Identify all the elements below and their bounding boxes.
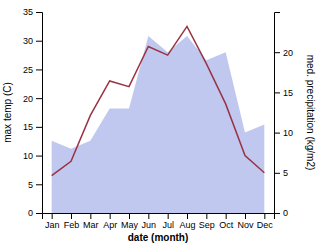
tick-label: Jun [142, 220, 157, 230]
tick-label: Sep [199, 220, 215, 230]
axis-line [275, 13, 281, 214]
tick-mark [36, 12, 42, 13]
tick: 10 [274, 128, 293, 138]
tick: Oct [219, 213, 234, 230]
tick-label: Dec [257, 220, 274, 230]
tick: Dec [257, 213, 274, 230]
tick: May [121, 213, 139, 230]
y-axis-title: max temp (C) [2, 82, 13, 143]
tick: 0 [28, 208, 42, 218]
tick-mark [36, 41, 42, 42]
tick: 0 [274, 208, 288, 218]
tick: 15 [23, 122, 42, 132]
tick-label: Aug [179, 220, 195, 230]
tick: 30 [23, 36, 42, 46]
tick-mark [52, 213, 53, 219]
tick: 15 [274, 88, 293, 98]
tick-mark [36, 156, 42, 157]
tick-mark [36, 98, 42, 99]
tick-mark [110, 213, 111, 219]
axis-line [36, 13, 43, 214]
tick-mark [36, 69, 42, 70]
tick: 5 [274, 168, 288, 178]
tick-label: 15 [23, 122, 33, 132]
tick: Nov [237, 213, 254, 230]
tick: 5 [28, 180, 42, 190]
tick-mark [168, 213, 169, 219]
tick-label: Apr [103, 220, 117, 230]
tick-label: 35 [23, 7, 33, 17]
tick-label: 20 [23, 94, 33, 104]
x-axis-title: date (month) [128, 232, 189, 243]
area [52, 36, 265, 213]
tick-label: 5 [28, 180, 33, 190]
tick-label: May [121, 220, 139, 230]
axis-line [43, 214, 275, 220]
chart: Jan FebMar Apr MayJun Jul Aug Sep OctNovDec 0 5 10… [0, 0, 318, 247]
tick-mark [274, 52, 280, 53]
tick: 20 [274, 48, 293, 58]
tick: Sep [199, 213, 215, 230]
tick-label: Nov [237, 220, 254, 230]
tick-mark [206, 213, 207, 219]
tick-label: 20 [283, 48, 293, 58]
tick-mark [245, 213, 246, 219]
tick-label: 0 [283, 208, 288, 218]
tick: 10 [23, 151, 42, 161]
tick-mark [36, 213, 42, 214]
tick: Jun [142, 213, 157, 230]
tick: Aug [179, 213, 195, 230]
tick-label: Oct [219, 220, 234, 230]
tick: Jul [162, 213, 174, 230]
tick: Apr [103, 213, 117, 230]
tick: Feb [64, 213, 80, 230]
tick-label: 10 [283, 128, 293, 138]
tick-mark [274, 133, 280, 134]
tick-label: Mar [83, 220, 99, 230]
tick-label: 5 [283, 168, 288, 178]
tick: Mar [83, 213, 99, 230]
plot-area [52, 26, 265, 213]
tick-mark [148, 213, 149, 219]
line [52, 26, 265, 175]
tick-mark [71, 213, 72, 219]
tick-label: 10 [23, 151, 33, 161]
tick-mark [36, 127, 42, 128]
tick: 35 [23, 7, 42, 17]
tick-mark [264, 213, 265, 219]
y-axis: 0 5 10 15 20 25 30 35 [23, 7, 43, 218]
tick-label: Jul [162, 220, 174, 230]
tick-label: 15 [283, 88, 293, 98]
tick-label: 30 [23, 36, 33, 46]
tick: Jan [45, 213, 60, 230]
tick: 20 [23, 94, 42, 104]
tick-mark [274, 92, 280, 93]
tick-label: 25 [23, 65, 33, 75]
tick-mark [226, 213, 227, 219]
x-axis: Jan FebMar Apr MayJun Jul Aug Sep OctNovDec [43, 213, 275, 230]
tick-mark [187, 213, 188, 219]
tick-mark [274, 173, 280, 174]
tick-label: Feb [64, 220, 80, 230]
tick-mark [129, 213, 130, 219]
y2-axis: 0 5 10 15 20 [274, 13, 293, 219]
tick-mark [36, 184, 42, 185]
y2-axis-title: med. precipitation (kg/m2) [305, 55, 316, 171]
tick: 25 [23, 65, 42, 75]
tick-label: Jan [45, 220, 60, 230]
tick-mark [274, 213, 280, 214]
tick-label: 0 [28, 208, 33, 218]
tick-mark [90, 213, 91, 219]
